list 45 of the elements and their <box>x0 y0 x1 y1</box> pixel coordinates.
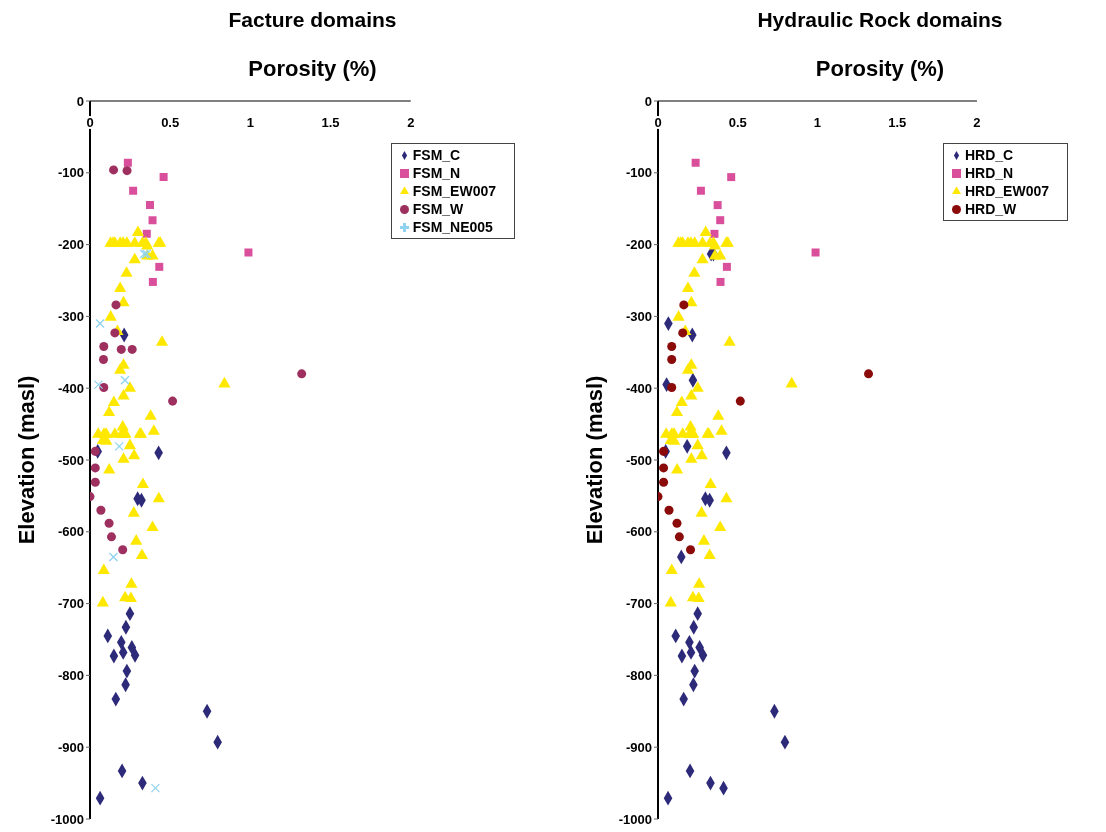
legend-label: FSM_C <box>412 147 461 163</box>
y-tick-label: -700 <box>57 596 84 612</box>
y-tick-label: -600 <box>625 524 652 540</box>
y-tick-label: -700 <box>625 596 652 612</box>
y-tick-label: -500 <box>625 452 652 468</box>
legend-label: FSM_NE005 <box>412 219 493 235</box>
x-tick-label: 1 <box>246 115 254 130</box>
y-tick-label: -300 <box>57 309 84 325</box>
y-tick-label: -800 <box>625 668 652 684</box>
y-tick-label: -400 <box>625 380 652 396</box>
x-tick-label: 1.5 <box>321 115 340 130</box>
x-axis-title: Porosity (%) <box>247 56 378 82</box>
y-tick-label: -400 <box>57 380 84 396</box>
y-tick-label: -100 <box>57 165 84 181</box>
x-axis-title: Porosity (%) <box>814 56 946 82</box>
chart-title: Hydraulic Rock domains <box>756 8 1004 32</box>
x-tick-label: 1 <box>813 115 822 130</box>
y-tick-label: -900 <box>625 739 652 755</box>
y-tick-label: -800 <box>57 668 84 684</box>
legend-label: HRD_W <box>964 201 1017 217</box>
y-tick-label: 0 <box>644 93 652 109</box>
legend-label: HRD_C <box>964 147 1014 163</box>
legend-label: FSM_W <box>412 201 464 217</box>
y-tick-label: 0 <box>76 93 84 109</box>
x-tick-label: 1.5 <box>888 115 907 130</box>
legend-label: FSM_EW007 <box>412 183 496 199</box>
x-tick-label: 0.5 <box>728 115 747 130</box>
y-axis-title: Elevation (masl) <box>582 374 608 547</box>
y-tick-label: -1000 <box>618 811 652 827</box>
y-tick-label: -200 <box>57 237 84 253</box>
y-tick-label: -100 <box>625 165 652 181</box>
legend-label: FSM_N <box>412 165 461 181</box>
legend-label: HRD_EW007 <box>964 183 1049 199</box>
y-tick-label: -500 <box>57 452 84 468</box>
chart-title: Facture domains <box>227 8 398 32</box>
y-tick-label: -200 <box>625 237 652 253</box>
x-tick-label: 0.5 <box>161 115 180 130</box>
y-tick-label: -900 <box>57 739 84 755</box>
y-tick-label: -300 <box>625 309 652 325</box>
y-axis-title: Elevation (masl) <box>14 374 40 547</box>
y-tick-label: -600 <box>57 524 84 540</box>
y-tick-label: -1000 <box>50 811 84 827</box>
x-tick-label: 2 <box>973 115 981 130</box>
x-tick-label: 2 <box>407 115 415 130</box>
legend-label: HRD_N <box>964 165 1014 181</box>
